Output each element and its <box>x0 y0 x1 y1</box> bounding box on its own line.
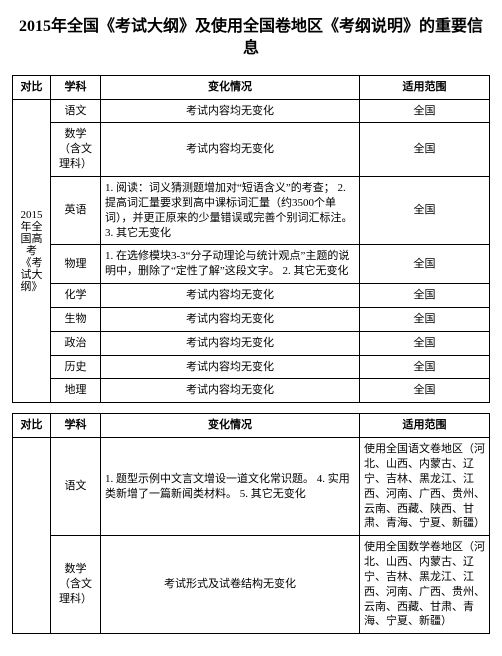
table-row: 英语 1. 阅读：词义猜测题增加对“短语含义”的考查； 2. 提高词汇量要求到高… <box>13 177 490 245</box>
cell-change: 考试形式及试卷结构无变化 <box>101 536 360 634</box>
cell-subject: 化学 <box>51 284 101 308</box>
cell-change: 1. 在选修模块3-3“分子动理论与统计观点”主题的说明中，删除了“定性了解”这… <box>101 245 360 284</box>
cell-scope: 使用全国语文卷地区（河北、山西、内蒙古、辽宁、吉林、黑龙江、江西、河南、广西、贵… <box>360 438 490 536</box>
cell-change: 考试内容均无变化 <box>101 284 360 308</box>
cell-change: 考试内容均无变化 <box>101 355 360 379</box>
table-outline-2: 对比 学科 变化情况 适用范围 语文 1. 题型示例中文言文增设一道文化常识题。… <box>12 413 490 634</box>
table-row: 数学（含文理科） 考试形式及试卷结构无变化 使用全国数学卷地区（河北、山西、内蒙… <box>13 536 490 634</box>
cell-change: 考试内容均无变化 <box>101 99 360 123</box>
table-row: 历史 考试内容均无变化 全国 <box>13 355 490 379</box>
cell-scope: 全国 <box>360 99 490 123</box>
cell-subject: 物理 <box>51 245 101 284</box>
cell-subject: 数学（含文理科） <box>51 123 101 177</box>
cell-subject: 历史 <box>51 355 101 379</box>
table-row: 2015年全国高考《考试大纲》 语文 考试内容均无变化 全国 <box>13 99 490 123</box>
cell-subject: 英语 <box>51 177 101 245</box>
cell-scope: 全国 <box>360 307 490 331</box>
table-header-row: 对比 学科 变化情况 适用范围 <box>13 414 490 438</box>
col-header-subject: 学科 <box>51 414 101 438</box>
table-row: 化学 考试内容均无变化 全国 <box>13 284 490 308</box>
cell-subject: 生物 <box>51 307 101 331</box>
cell-scope: 全国 <box>360 284 490 308</box>
col-header-scope: 适用范围 <box>360 75 490 99</box>
cell-change: 考试内容均无变化 <box>101 123 360 177</box>
col-header-change: 变化情况 <box>101 75 360 99</box>
cell-scope: 使用全国数学卷地区（河北、山西、内蒙古、辽宁、吉林、黑龙江、江西、河南、广西、贵… <box>360 536 490 634</box>
cell-scope: 全国 <box>360 379 490 403</box>
cell-scope: 全国 <box>360 355 490 379</box>
cell-change: 1. 阅读：词义猜测题增加对“短语含义”的考查； 2. 提高词汇量要求到高中课标… <box>101 177 360 245</box>
page-title: 2015年全国《考试大纲》及使用全国卷地区《考纲说明》的重要信息 <box>12 16 490 61</box>
table-row: 物理 1. 在选修模块3-3“分子动理论与统计观点”主题的说明中，删除了“定性了… <box>13 245 490 284</box>
table-row: 语文 1. 题型示例中文言文增设一道文化常识题。 4. 实用类新增了一篇新闻类材… <box>13 438 490 536</box>
cell-subject: 地理 <box>51 379 101 403</box>
row-group-label <box>13 438 51 634</box>
col-header-scope: 适用范围 <box>360 414 490 438</box>
col-header-change: 变化情况 <box>101 414 360 438</box>
cell-subject: 语文 <box>51 99 101 123</box>
cell-change: 考试内容均无变化 <box>101 331 360 355</box>
cell-change: 考试内容均无变化 <box>101 379 360 403</box>
table-outline-1: 对比 学科 变化情况 适用范围 2015年全国高考《考试大纲》 语文 考试内容均… <box>12 75 490 404</box>
col-header-compare: 对比 <box>13 75 51 99</box>
table-row: 政治 考试内容均无变化 全国 <box>13 331 490 355</box>
cell-subject: 数学（含文理科） <box>51 536 101 634</box>
cell-change: 1. 题型示例中文言文增设一道文化常识题。 4. 实用类新增了一篇新闻类材料。 … <box>101 438 360 536</box>
col-header-subject: 学科 <box>51 75 101 99</box>
cell-scope: 全国 <box>360 123 490 177</box>
table-row: 生物 考试内容均无变化 全国 <box>13 307 490 331</box>
table-row: 数学（含文理科） 考试内容均无变化 全国 <box>13 123 490 177</box>
cell-scope: 全国 <box>360 177 490 245</box>
col-header-compare: 对比 <box>13 414 51 438</box>
cell-subject: 语文 <box>51 438 101 536</box>
table-row: 地理 考试内容均无变化 全国 <box>13 379 490 403</box>
table-header-row: 对比 学科 变化情况 适用范围 <box>13 75 490 99</box>
cell-scope: 全国 <box>360 331 490 355</box>
cell-change: 考试内容均无变化 <box>101 307 360 331</box>
cell-subject: 政治 <box>51 331 101 355</box>
row-group-label: 2015年全国高考《考试大纲》 <box>13 99 51 403</box>
cell-scope: 全国 <box>360 245 490 284</box>
